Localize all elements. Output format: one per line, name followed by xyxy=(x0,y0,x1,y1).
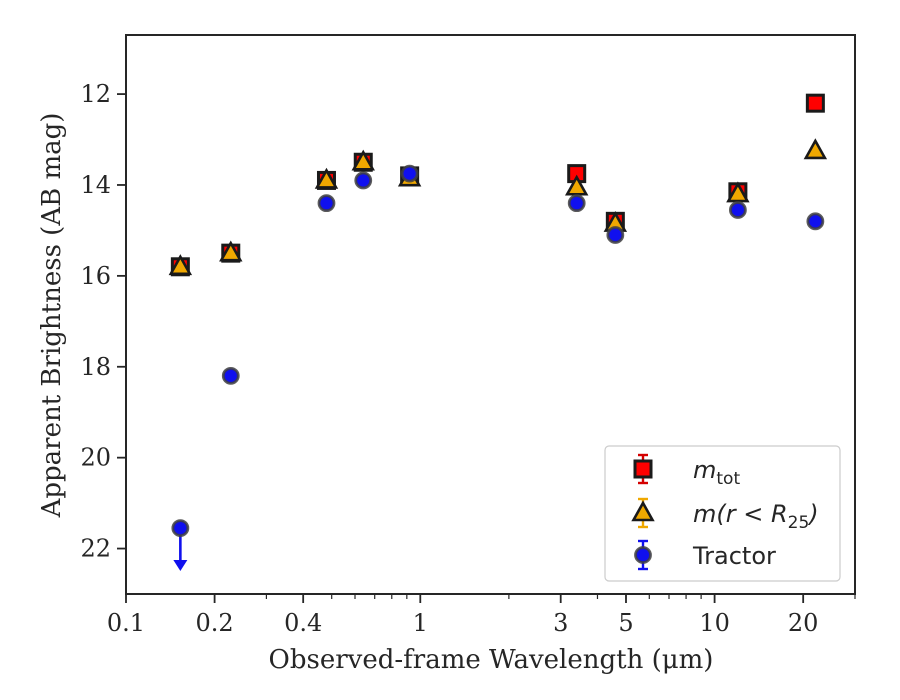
x-tick-label: 0.1 xyxy=(107,609,145,637)
x-tick-label: 10 xyxy=(699,609,730,637)
data-point xyxy=(805,93,825,113)
y-axis-title: Apparent Brightness (AB mag) xyxy=(37,113,67,519)
data-point xyxy=(728,201,747,219)
data-point xyxy=(314,167,339,189)
x-tick-label: 3 xyxy=(553,609,568,637)
data-point xyxy=(354,171,373,190)
legend-marker-triangle xyxy=(631,500,655,522)
legend: mtot m(r < R25) Tractor xyxy=(604,445,841,582)
x-axis-title: Observed-frame Wavelength (μm) xyxy=(269,645,714,675)
y-tick-label: 20 xyxy=(80,444,111,472)
legend-marker-square xyxy=(633,459,653,479)
x-tick-label: 1 xyxy=(413,609,428,637)
data-point xyxy=(171,519,190,538)
data-point xyxy=(219,240,243,262)
data-marks xyxy=(168,93,828,572)
series-circle xyxy=(171,164,825,572)
data-point xyxy=(317,194,336,213)
y-tick-label: 14 xyxy=(80,171,111,199)
legend-label: Tractor xyxy=(692,542,776,570)
data-point xyxy=(806,212,825,231)
legend-marker-circle xyxy=(634,546,652,564)
x-tick-label: 0.2 xyxy=(196,609,234,637)
y-tick-label: 22 xyxy=(80,535,111,563)
data-point xyxy=(351,149,375,171)
x-tick-label: 5 xyxy=(618,609,633,637)
x-tick-label: 0.4 xyxy=(284,609,322,637)
series-square xyxy=(170,93,825,277)
data-point xyxy=(606,226,625,244)
data-point xyxy=(221,366,240,385)
legend-label: m(r < R25) xyxy=(693,500,819,533)
upper-limit-arrow xyxy=(173,560,188,572)
data-point xyxy=(168,254,193,276)
data-point xyxy=(400,164,419,183)
plot-frame xyxy=(125,34,856,595)
data-point xyxy=(726,181,750,203)
legend-label: mtot xyxy=(693,456,740,489)
data-point xyxy=(567,194,586,213)
legend-box xyxy=(604,445,841,582)
y-tick-label: 18 xyxy=(80,353,111,381)
data-point xyxy=(803,138,828,160)
series-triangle xyxy=(168,138,828,276)
y-tick-label: 16 xyxy=(80,262,111,290)
axes: 0.1 0.2 0.4 1 3 5 10 20 12 14 16 18 20 22 xyxy=(80,34,856,637)
data-point xyxy=(564,174,589,196)
y-tick-label: 12 xyxy=(80,80,111,108)
x-tick-label: 20 xyxy=(788,609,819,637)
